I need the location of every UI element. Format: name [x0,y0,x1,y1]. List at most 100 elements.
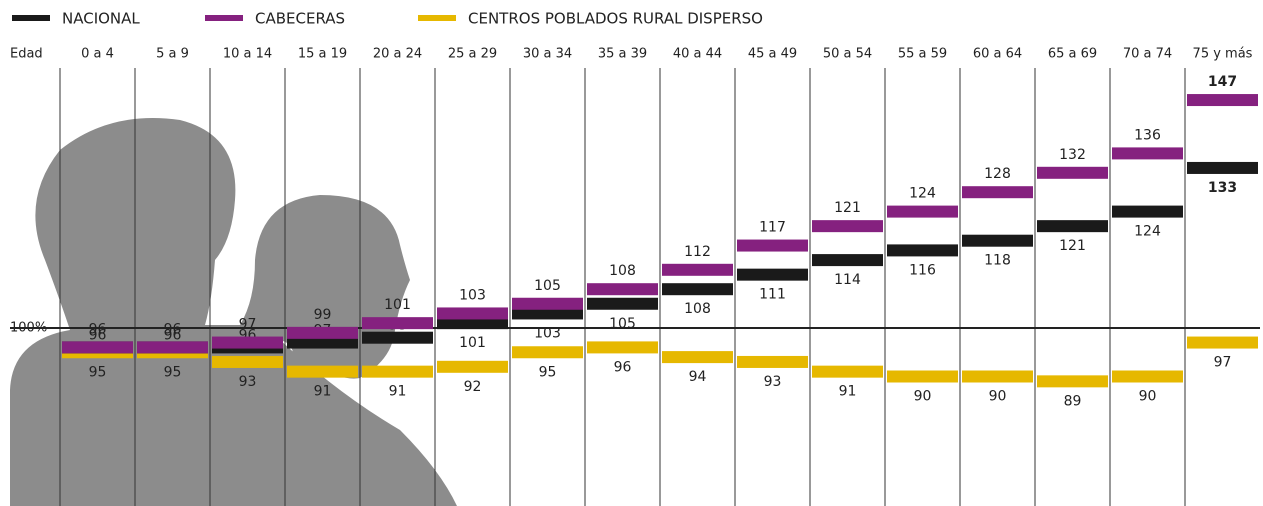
value-label: 96 [89,321,107,337]
value-label: 124 [909,186,936,202]
value-label: 101 [384,297,411,313]
level-bar [287,366,358,378]
level-bar [962,371,1033,383]
value-label: 128 [984,166,1011,182]
level-bar [662,264,733,276]
level-bar [662,283,733,295]
level-bar [1112,206,1183,218]
value-label: 108 [609,263,636,279]
level-bar [512,298,583,310]
level-bar [512,346,583,358]
level-bar [437,307,508,319]
level-bar [1037,220,1108,232]
value-label: 121 [1059,238,1086,254]
level-bar [1187,337,1258,349]
legend-label: NACIONAL [62,10,140,28]
level-bar [587,298,658,310]
level-bar [812,366,883,378]
value-label: 124 [1134,224,1161,240]
level-bar [1037,167,1108,179]
x-tick-label: 40 a 44 [673,47,722,62]
level-bar [812,220,883,232]
x-tick-label: 45 a 49 [748,47,797,62]
value-label: 93 [239,374,257,390]
level-bar [737,240,808,252]
level-bar [62,341,133,353]
legend-swatch [12,15,50,21]
value-label: 96 [614,359,632,375]
value-label: 90 [1139,389,1157,405]
value-label: 105 [534,278,561,294]
x-tick-label: 10 a 14 [223,47,272,62]
legend-label: CABECERAS [255,10,345,28]
level-bar [662,351,733,363]
x-tick-label: 55 a 59 [898,47,947,62]
level-bar [362,317,433,329]
value-label: 116 [909,262,936,278]
value-label: 117 [759,220,786,236]
value-label: 101 [459,335,486,351]
x-tick-label: 20 a 24 [373,47,422,62]
value-label: 96 [164,321,182,337]
level-bar [587,341,658,353]
x-tick-label: 65 a 69 [1048,47,1097,62]
x-tick-label: 15 a 19 [298,47,347,62]
x-tick-label: 70 a 74 [1123,47,1172,62]
level-bar [137,341,208,353]
value-label: 89 [1064,393,1082,409]
value-label: 112 [684,244,711,260]
value-label: 94 [689,369,707,385]
value-label: 132 [1059,147,1086,163]
level-bar [737,356,808,368]
x-tick-label: 5 a 9 [156,47,189,62]
value-label: 97 [239,317,257,333]
x-tick-label: 0 a 4 [81,47,114,62]
level-bar [737,269,808,281]
level-bar [812,254,883,266]
value-label: 108 [684,301,711,317]
value-label: 114 [834,272,861,288]
x-tick-label: 60 a 64 [973,47,1022,62]
x-axis-label: Edad [10,47,43,62]
legend-label: CENTROS POBLADOS RURAL DISPERSO [468,10,763,28]
level-bar [1187,94,1258,106]
x-tick-label: 25 a 29 [448,47,497,62]
reference-label: 100% [10,321,47,336]
value-label: 147 [1208,74,1237,90]
value-label: 103 [459,287,486,303]
level-bar [1037,375,1108,387]
level-bar [887,371,958,383]
value-label: 121 [834,200,861,216]
level-bar [887,244,958,256]
level-bar [287,327,358,339]
value-label: 99 [314,307,332,323]
x-tick-label: 50 a 54 [823,47,872,62]
level-bar [212,337,283,349]
chart: Edad NACIONAL CABECERAS CENTROS POBLADOS R… [0,0,1263,506]
value-label: 105 [609,316,636,332]
level-bar [1112,371,1183,383]
value-label: 95 [89,364,107,380]
value-label: 91 [314,384,332,400]
value-label: 90 [989,389,1007,405]
value-label: 111 [759,287,786,303]
legend-swatch [418,15,456,21]
value-label: 95 [539,364,557,380]
level-bar [1112,147,1183,159]
value-label: 95 [164,364,182,380]
value-label: 92 [464,379,482,395]
value-label: 118 [984,253,1011,269]
x-tick-label: 75 y más [1193,47,1253,62]
value-label: 133 [1208,180,1237,196]
level-bar [587,283,658,295]
x-tick-label: 35 a 39 [598,47,647,62]
legend-swatch [205,15,243,21]
x-tick-label: 30 a 34 [523,47,572,62]
value-label: 91 [839,384,857,400]
value-label: 97 [1214,355,1232,371]
level-bar [362,366,433,378]
value-label: 91 [389,384,407,400]
value-label: 136 [1134,127,1161,143]
value-label: 93 [764,374,782,390]
level-bar [437,361,508,373]
